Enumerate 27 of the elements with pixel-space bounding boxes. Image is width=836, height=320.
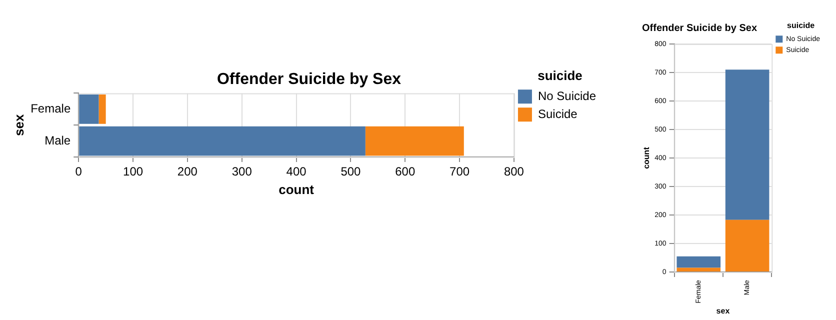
y-axis-title: sex (11, 113, 26, 136)
bar (98, 94, 106, 124)
x-tick-label: 0 (75, 164, 82, 179)
x-tick-label: 400 (286, 164, 307, 179)
legend-label: Suicide (538, 106, 578, 121)
bar (79, 126, 366, 156)
x-tick-label: 600 (395, 164, 416, 179)
x-tick-label: 200 (177, 164, 198, 179)
legend-title: suicide (538, 68, 582, 84)
chart-title: Offender Suicide by Sex (216, 71, 402, 88)
chart-title: Offender Suicide by Sex (642, 22, 758, 34)
bar (365, 126, 464, 156)
x-tick-label: 700 (450, 164, 470, 179)
x-tick-label: 800 (504, 164, 524, 179)
x-tick-label: 500 (340, 164, 362, 179)
bar (676, 268, 721, 272)
x-axis-title: sex (716, 306, 730, 316)
bar (725, 220, 770, 272)
bar (79, 94, 99, 124)
x-tick-label: 100 (123, 164, 144, 179)
x-tick-label: 300 (232, 164, 252, 179)
legend-title: suicide (787, 21, 816, 30)
bar (725, 70, 770, 220)
legend-label: No Suicide (538, 88, 596, 103)
bar (676, 256, 721, 268)
y-axis-title: count (642, 146, 652, 169)
x-axis-title: count (278, 182, 315, 197)
